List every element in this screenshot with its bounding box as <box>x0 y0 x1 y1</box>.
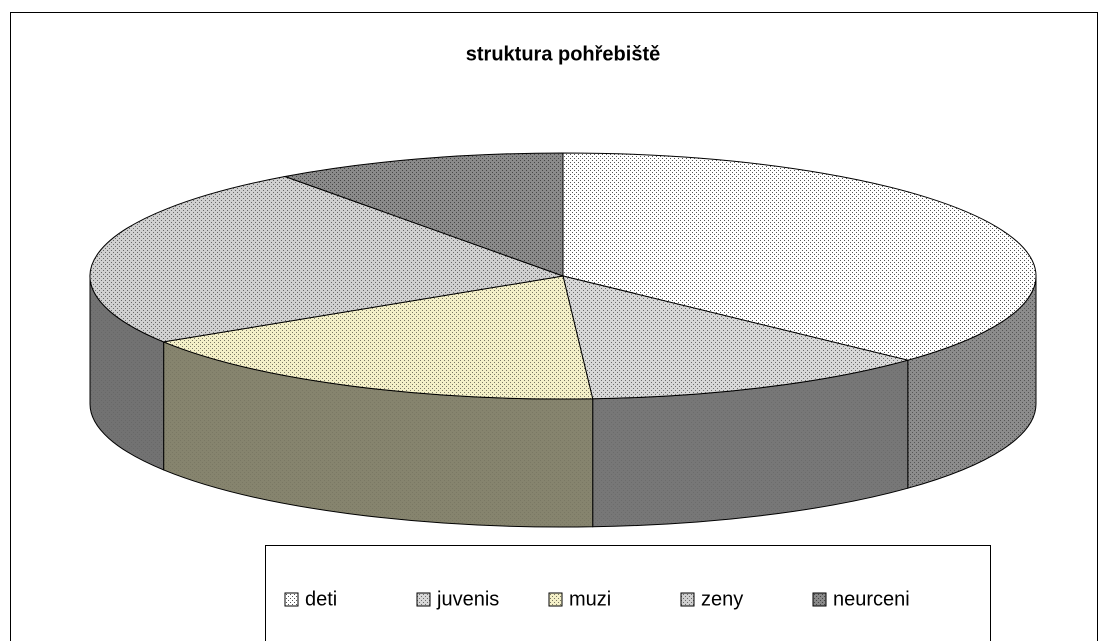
legend-swatch <box>812 592 827 607</box>
legend-swatch <box>416 592 431 607</box>
legend-label: neurceni <box>833 588 910 610</box>
pie-slice <box>562 275 910 400</box>
legend: deti juvenis muzi zeny neurceni <box>284 588 910 610</box>
pie-slice <box>161 275 594 400</box>
chart-title: struktura pohřebiště <box>466 43 660 65</box>
pie-slice <box>89 175 565 343</box>
legend-box <box>265 545 991 641</box>
legend-swatch <box>284 592 299 607</box>
legend-label: juvenis <box>436 588 499 610</box>
legend-label: deti <box>305 588 337 610</box>
legend-label: zeny <box>701 588 743 610</box>
legend-swatch <box>680 592 695 607</box>
pie-slice <box>562 152 1037 361</box>
legend-label: muzi <box>569 588 611 610</box>
pie-slice <box>283 152 564 277</box>
legend-swatch <box>548 592 563 607</box>
pie <box>89 152 1037 528</box>
